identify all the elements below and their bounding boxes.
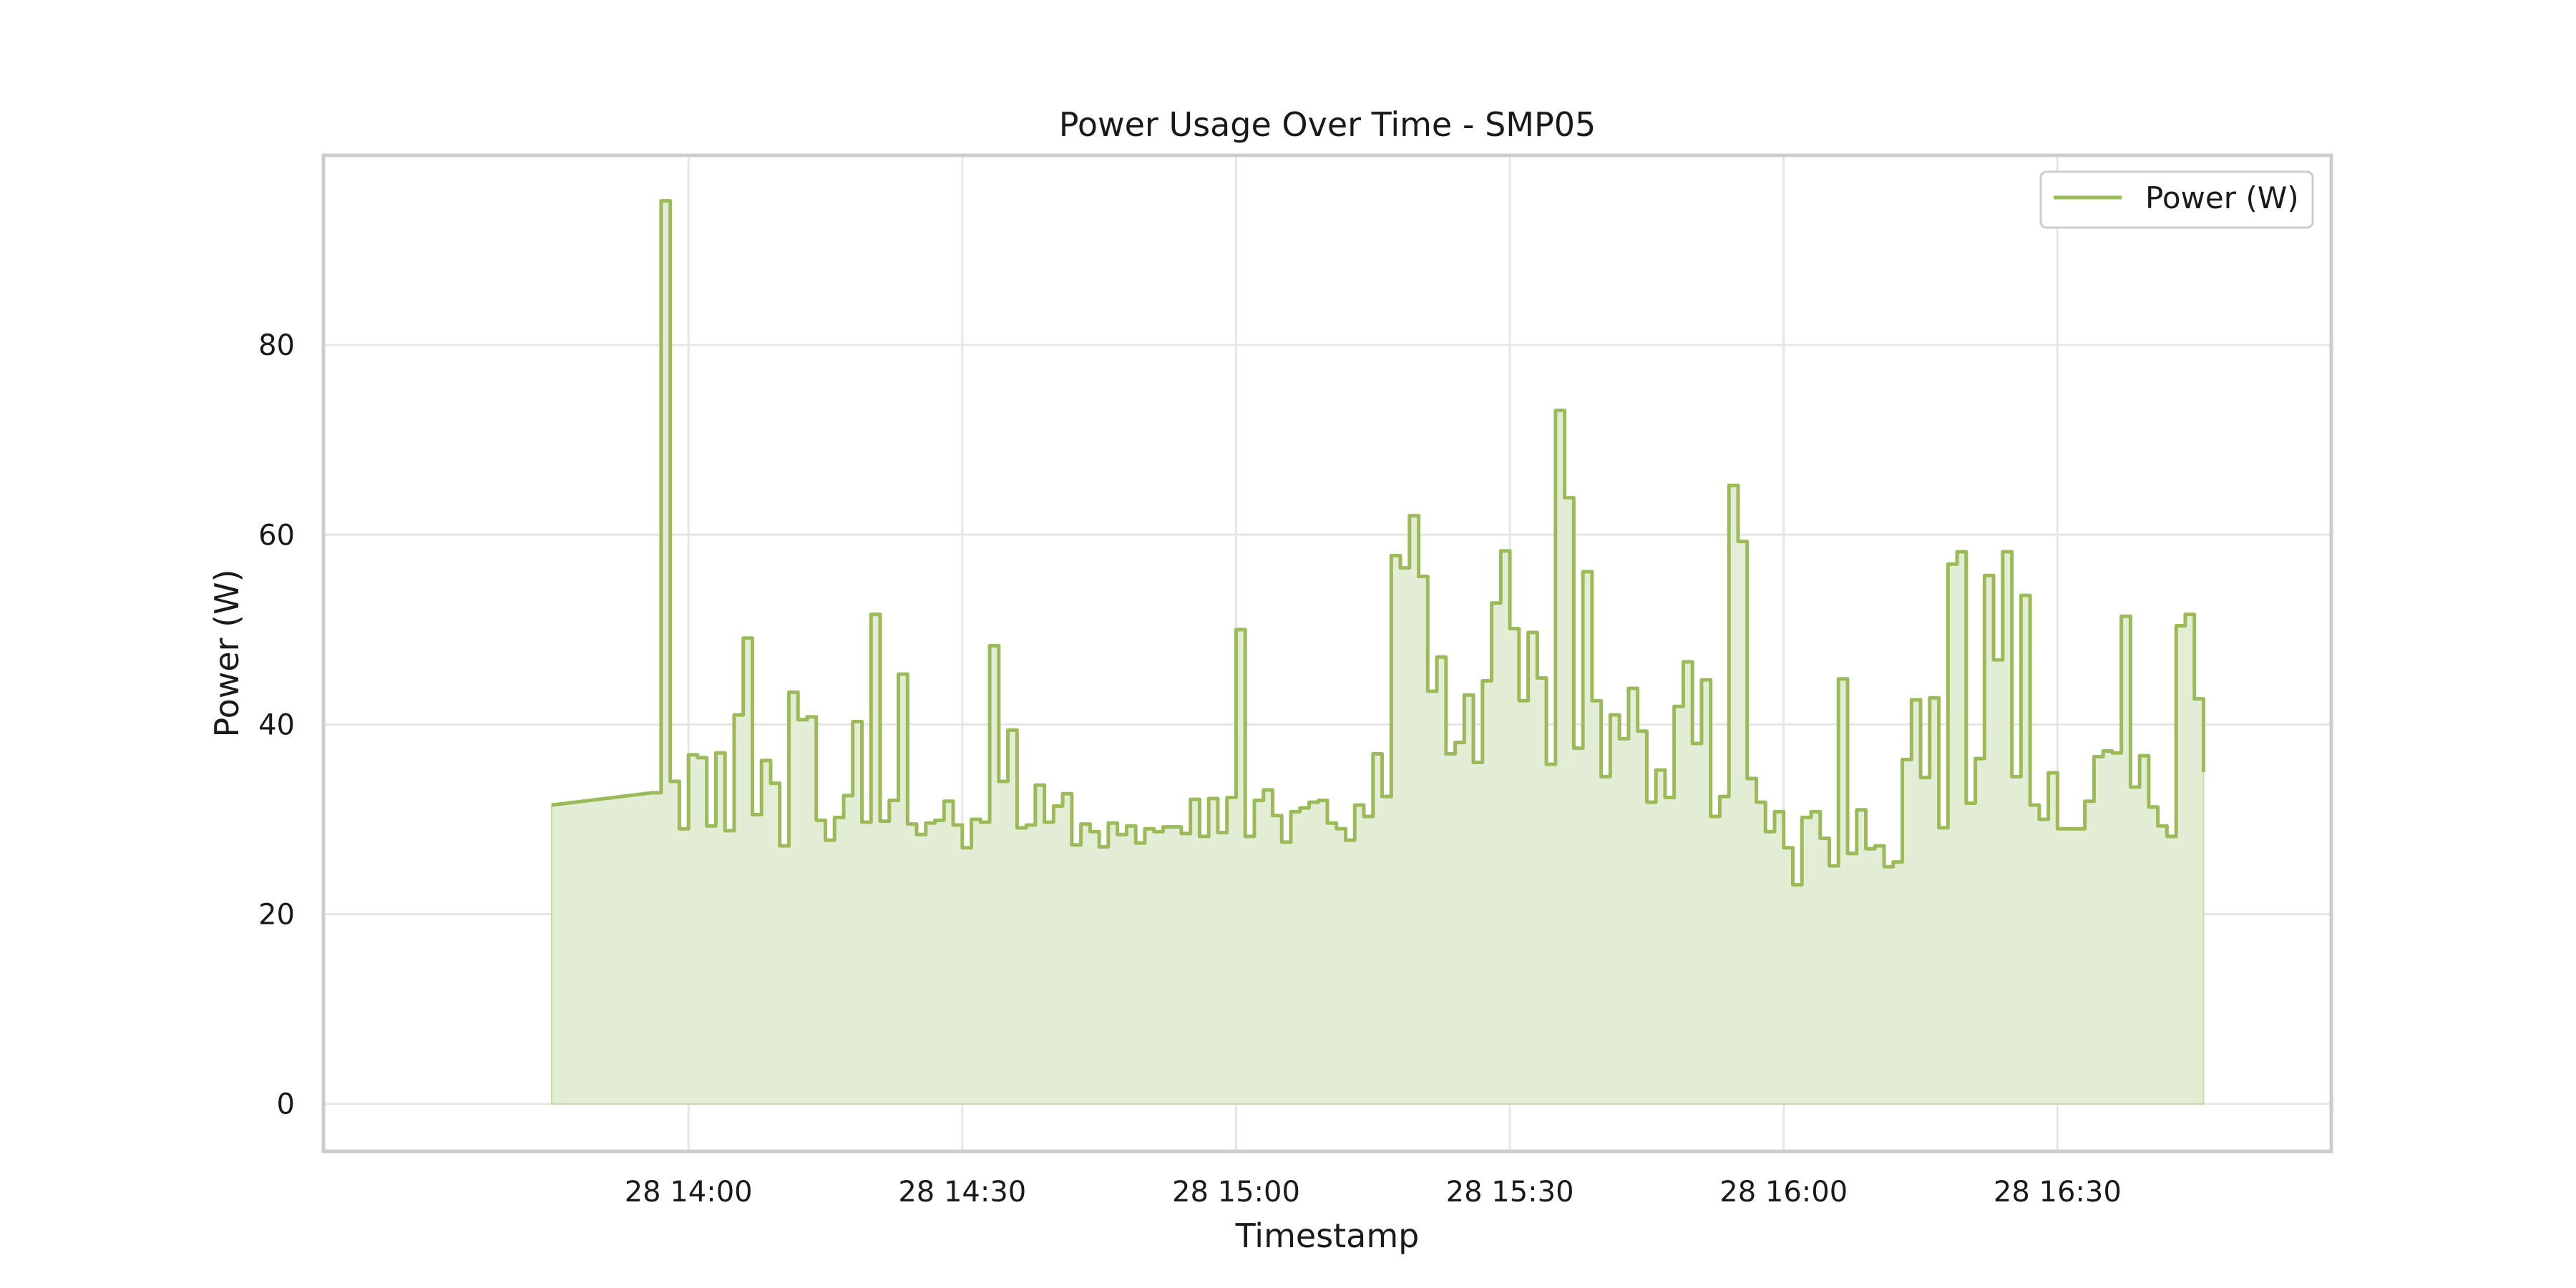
area-layer [550, 200, 2205, 1105]
y-tick-label: 20 [258, 899, 295, 932]
y-tick-label: 0 [277, 1088, 295, 1121]
line-layer [551, 199, 2205, 887]
series-area [550, 200, 2205, 1105]
y-axis-label: Power (W) [208, 569, 246, 737]
legend-label: Power (W) [2145, 180, 2299, 215]
x-tick-label: 28 15:30 [1446, 1176, 1574, 1209]
y-tick-label: 40 [258, 708, 295, 741]
x-tick-label: 28 14:00 [625, 1176, 753, 1209]
x-axis-ticks: 28 14:00 28 14:30 28 15:00 28 15:30 28 16:00… [625, 1176, 2122, 1209]
y-tick-label: 60 [258, 519, 295, 552]
x-tick-label: 28 16:00 [1719, 1176, 1848, 1209]
x-tick-label: 28 15:00 [1172, 1176, 1300, 1209]
chart-title: Power Usage Over Time - SMP05 [1059, 105, 1596, 144]
x-tick-label: 28 16:30 [1994, 1176, 2122, 1209]
legend-box [2039, 170, 2314, 229]
y-tick-label: 80 [258, 329, 295, 362]
legend: Power (W) [2039, 170, 2314, 229]
x-tick-label: 28 14:30 [898, 1176, 1026, 1209]
plot-frame [321, 153, 2333, 1153]
series-line [551, 199, 2205, 887]
y-axis-ticks: 0 20 40 60 80 [258, 329, 295, 1121]
x-axis-label: Timestamp [1235, 1216, 1420, 1255]
